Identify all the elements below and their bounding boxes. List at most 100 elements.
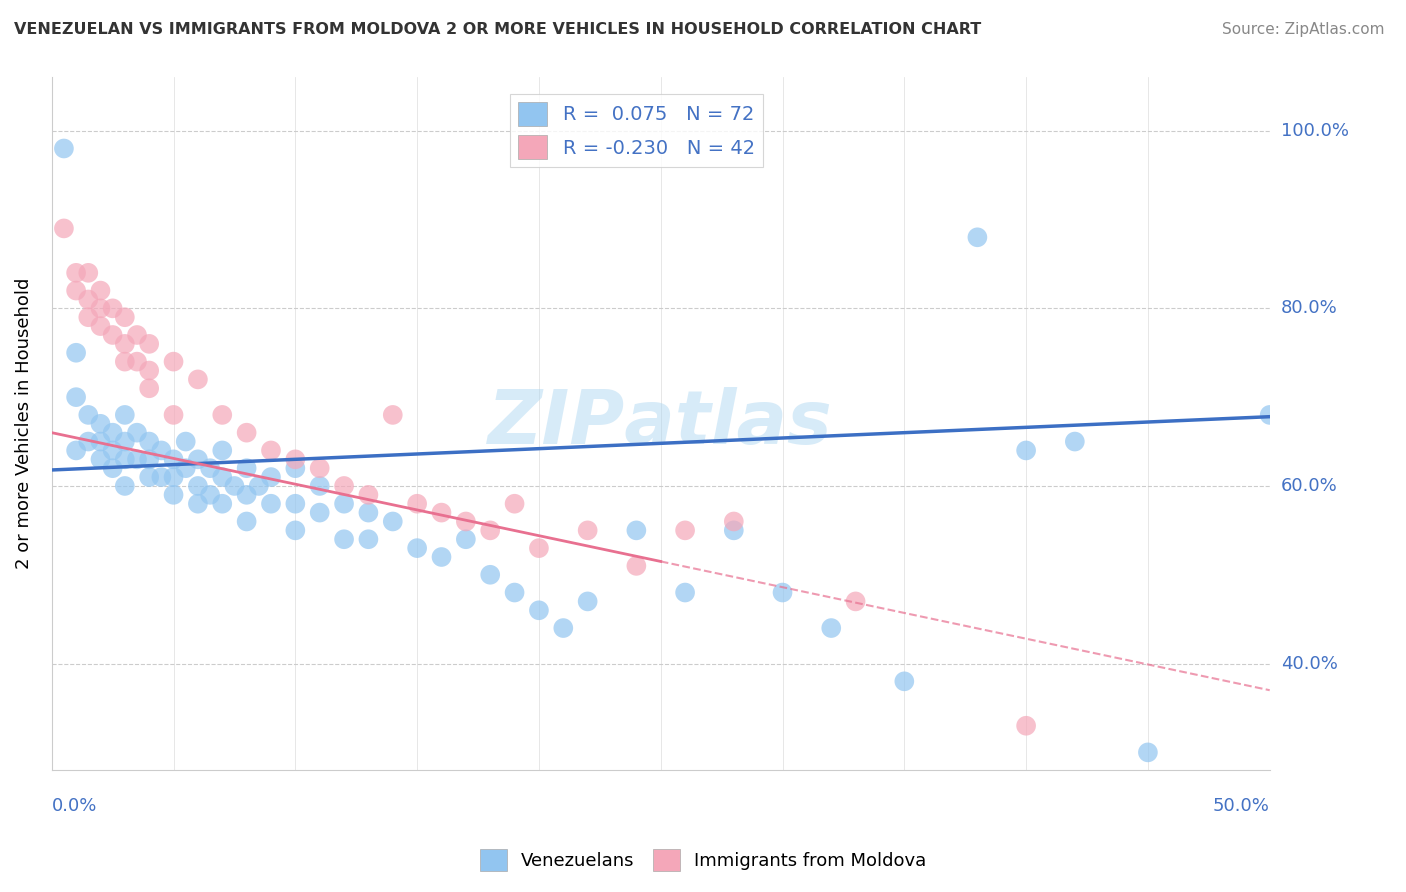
Point <box>114 479 136 493</box>
Point <box>626 558 648 573</box>
Point <box>479 567 502 582</box>
Point <box>211 470 233 484</box>
Text: 40.0%: 40.0% <box>1281 655 1337 673</box>
Point <box>260 470 283 484</box>
Point <box>527 603 550 617</box>
Point <box>101 425 124 440</box>
Point <box>673 585 696 599</box>
Point <box>454 533 477 547</box>
Point <box>430 549 453 564</box>
Point <box>138 470 160 484</box>
Point <box>162 470 184 484</box>
Point <box>187 497 209 511</box>
Point <box>284 452 307 467</box>
Point <box>284 497 307 511</box>
Point <box>187 452 209 467</box>
Point <box>138 452 160 467</box>
Point <box>357 488 380 502</box>
Point <box>1015 443 1038 458</box>
Y-axis label: 2 or more Vehicles in Household: 2 or more Vehicles in Household <box>15 278 32 569</box>
Point <box>260 443 283 458</box>
Point <box>247 479 270 493</box>
Point <box>101 461 124 475</box>
Point <box>101 443 124 458</box>
Point <box>89 452 111 467</box>
Point <box>772 585 794 599</box>
Point <box>174 461 197 475</box>
Point <box>820 621 842 635</box>
Point <box>333 533 356 547</box>
Point <box>77 310 100 325</box>
Text: 80.0%: 80.0% <box>1281 300 1337 318</box>
Point <box>284 461 307 475</box>
Point <box>211 443 233 458</box>
Point <box>211 408 233 422</box>
Point <box>138 434 160 449</box>
Point <box>308 506 330 520</box>
Point <box>333 479 356 493</box>
Point <box>503 585 526 599</box>
Legend: Venezuelans, Immigrants from Moldova: Venezuelans, Immigrants from Moldova <box>472 842 934 879</box>
Point <box>125 354 148 368</box>
Point <box>211 497 233 511</box>
Point <box>187 372 209 386</box>
Point <box>626 524 648 538</box>
Point <box>162 488 184 502</box>
Point <box>150 443 173 458</box>
Point <box>89 319 111 334</box>
Point <box>308 479 330 493</box>
Point <box>52 141 75 155</box>
Text: 60.0%: 60.0% <box>1281 477 1337 495</box>
Point <box>162 354 184 368</box>
Point <box>576 594 599 608</box>
Point <box>406 497 429 511</box>
Text: ZIP​atlas: ZIP​atlas <box>488 387 834 460</box>
Point <box>65 284 87 298</box>
Point <box>77 434 100 449</box>
Point <box>101 301 124 316</box>
Point <box>138 381 160 395</box>
Point <box>138 336 160 351</box>
Point <box>479 524 502 538</box>
Text: 0.0%: 0.0% <box>52 797 97 814</box>
Point <box>1136 745 1159 759</box>
Point <box>65 266 87 280</box>
Text: Source: ZipAtlas.com: Source: ZipAtlas.com <box>1222 22 1385 37</box>
Point <box>101 328 124 343</box>
Point <box>454 515 477 529</box>
Point <box>114 310 136 325</box>
Point <box>198 461 221 475</box>
Point <box>966 230 988 244</box>
Point <box>430 506 453 520</box>
Point <box>198 488 221 502</box>
Point <box>114 336 136 351</box>
Point <box>357 506 380 520</box>
Text: 100.0%: 100.0% <box>1281 121 1348 140</box>
Point <box>65 345 87 359</box>
Point <box>235 488 257 502</box>
Point <box>357 533 380 547</box>
Point <box>503 497 526 511</box>
Point <box>576 524 599 538</box>
Point <box>52 221 75 235</box>
Point <box>1015 719 1038 733</box>
Point <box>333 497 356 511</box>
Point <box>381 408 404 422</box>
Point <box>224 479 246 493</box>
Point <box>65 390 87 404</box>
Point <box>235 425 257 440</box>
Point <box>89 301 111 316</box>
Point <box>125 328 148 343</box>
Point <box>114 434 136 449</box>
Point <box>1063 434 1085 449</box>
Point <box>845 594 868 608</box>
Point <box>527 541 550 555</box>
Point <box>77 266 100 280</box>
Point <box>150 470 173 484</box>
Point <box>89 284 111 298</box>
Point <box>114 408 136 422</box>
Point <box>260 497 283 511</box>
Point <box>125 425 148 440</box>
Point <box>162 408 184 422</box>
Point <box>65 443 87 458</box>
